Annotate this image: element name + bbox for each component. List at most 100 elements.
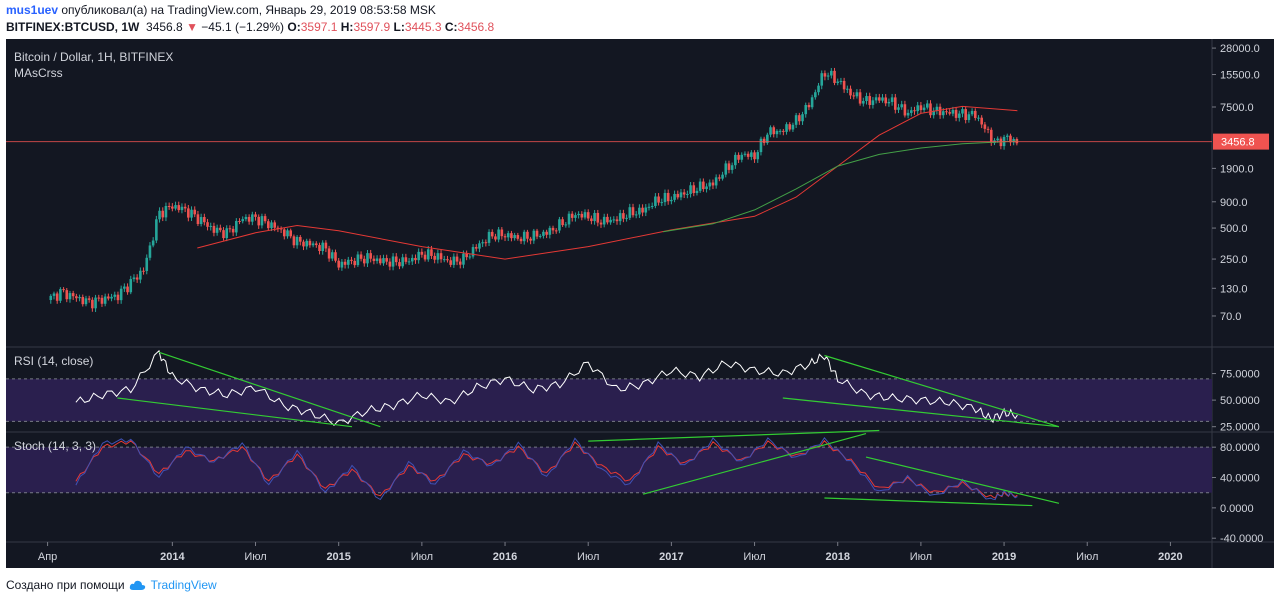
- last-price-label: 3456.8: [1221, 137, 1255, 149]
- candle-body: [410, 257, 414, 262]
- candle-body: [148, 245, 152, 258]
- candle-body: [91, 299, 94, 309]
- candle-body: [897, 107, 900, 110]
- tradingview-link[interactable]: TradingView: [150, 578, 217, 592]
- candle-body: [746, 153, 750, 157]
- candle-body: [989, 129, 993, 144]
- stoch-tick-label: 0.0000: [1220, 503, 1254, 515]
- rsi-line: [75, 349, 1018, 427]
- candle-body: [100, 297, 104, 304]
- candle-body: [65, 290, 69, 300]
- candle-body: [826, 75, 830, 77]
- candle-body: [602, 216, 606, 225]
- candle-body: [458, 261, 462, 265]
- price-tick-label: 500.0: [1220, 223, 1248, 235]
- candle-body: [174, 205, 177, 209]
- candle-body: [490, 231, 494, 237]
- candle-body: [260, 216, 264, 226]
- rsi-band: [6, 378, 1212, 422]
- candle-body: [436, 253, 440, 260]
- candle-body: [398, 262, 401, 267]
- candle-body: [740, 154, 744, 160]
- candle-body: [103, 296, 107, 304]
- candle-body: [71, 293, 75, 297]
- candle-body: [593, 212, 596, 222]
- candle-body: [782, 130, 785, 132]
- rsi-tick-label: 50.0000: [1220, 395, 1260, 407]
- candle-body: [238, 220, 241, 222]
- time-tick-label: Июл: [244, 551, 266, 563]
- candle-body: [925, 103, 929, 108]
- price-tick-label: 250.0: [1220, 254, 1248, 266]
- candle-body: [372, 258, 376, 261]
- candle-body: [769, 127, 772, 135]
- candle-body: [820, 73, 824, 86]
- candle-body: [599, 222, 603, 225]
- time-tick-label: 2020: [1158, 551, 1182, 563]
- candle-body: [407, 261, 411, 263]
- candle-body: [299, 236, 302, 242]
- candle-body: [452, 256, 456, 265]
- candle-body: [423, 254, 427, 260]
- candle-body: [254, 214, 257, 217]
- price-tick-label: 900.0: [1220, 197, 1248, 209]
- candle-body: [695, 190, 699, 194]
- candle-body: [158, 210, 161, 220]
- candle-body: [631, 207, 635, 216]
- candle-body: [689, 185, 692, 194]
- candle-body: [980, 117, 983, 125]
- candle-body: [711, 182, 715, 186]
- open-value: 3597.1: [300, 20, 338, 34]
- candle-body: [177, 205, 181, 211]
- candle-body: [478, 243, 481, 249]
- candle-body: [203, 217, 206, 223]
- stoch-tick-label: -40.0000: [1220, 533, 1263, 545]
- price-tick-label: 28000.0: [1220, 43, 1260, 55]
- candle-body: [446, 259, 449, 261]
- candle-body: [865, 96, 868, 102]
- candle-body: [852, 95, 856, 97]
- candle-body: [516, 235, 520, 239]
- candle-body: [996, 138, 999, 141]
- candle-body: [263, 216, 267, 222]
- candle-body: [145, 257, 149, 271]
- candle-body: [909, 110, 913, 113]
- candle-body: [900, 104, 904, 108]
- candle-body: [919, 105, 923, 111]
- candle-body: [526, 231, 529, 239]
- candle-body: [295, 236, 299, 246]
- candle-body: [759, 138, 763, 153]
- candle-body: [107, 296, 110, 299]
- time-tick-label: Июл: [1076, 551, 1098, 563]
- candle-body: [954, 109, 958, 118]
- candle-body: [362, 258, 366, 264]
- candle-body: [187, 208, 190, 218]
- candle-body: [862, 101, 865, 104]
- candle-body: [842, 80, 846, 90]
- candle-body: [126, 286, 129, 293]
- candle-body: [1009, 135, 1012, 143]
- candle-body: [449, 260, 452, 265]
- candle-body: [62, 289, 65, 291]
- candle-body: [791, 124, 795, 130]
- candle-body: [267, 221, 270, 229]
- candle-body: [977, 117, 980, 119]
- candle-body: [657, 196, 660, 203]
- candle-body: [868, 96, 872, 105]
- candle-body: [462, 253, 465, 265]
- candle-body: [654, 196, 657, 206]
- time-tick-label: Июл: [743, 551, 765, 563]
- candle-body: [973, 110, 977, 118]
- candle-body: [814, 92, 817, 98]
- candle-body: [215, 227, 219, 233]
- candle-body: [586, 212, 590, 219]
- candle-body: [846, 88, 849, 90]
- author-link[interactable]: mus1uev: [6, 3, 59, 17]
- candle-body: [244, 216, 248, 220]
- created-with-text: Создано при помощи: [6, 578, 125, 592]
- chart-canvas[interactable]: 28000.0 15500.0 7500.0 1900.0 900.0 500.0 250.…: [6, 39, 1274, 568]
- candle-body: [628, 207, 632, 218]
- candle-body: [356, 254, 360, 266]
- candle-body: [548, 227, 552, 235]
- candle-body: [714, 177, 718, 186]
